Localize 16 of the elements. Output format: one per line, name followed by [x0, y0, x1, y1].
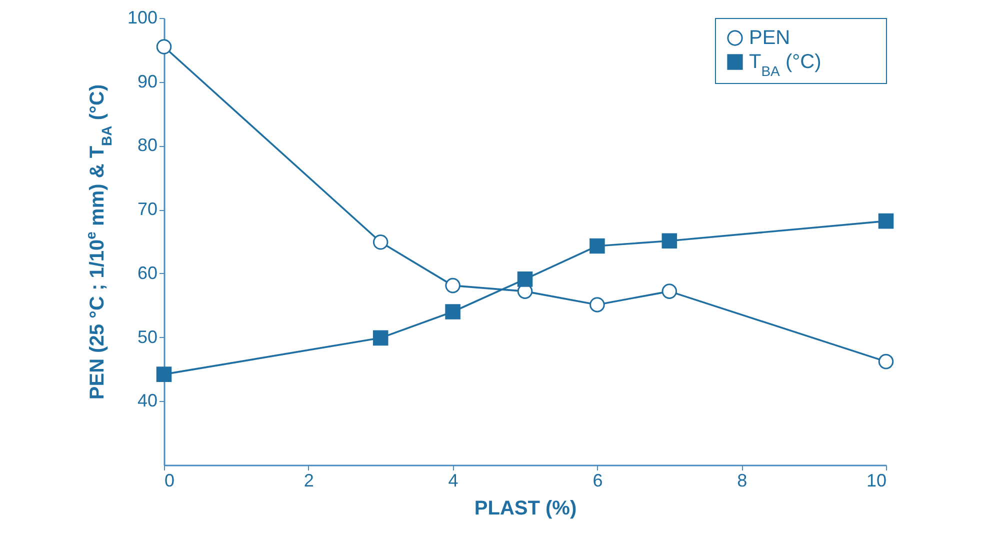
legend-label: T$_{BA}$ (°C) [749, 51, 822, 79]
legend-label: PEN [749, 27, 790, 49]
y-tick-label: 40 [137, 390, 158, 411]
y-tick-label: 80 [137, 135, 158, 156]
x-tick-label: 6 [592, 470, 603, 490]
x-tick-label: 2 [304, 470, 314, 490]
x-tick-label: 8 [737, 470, 748, 490]
y-tick-label: 60 [137, 262, 158, 283]
x-tick-label: 4 [448, 470, 458, 490]
x-axis-title: PLAST (%) [474, 498, 577, 520]
y-tick-label: 50 [137, 326, 158, 347]
x-tick-label: 0 [164, 470, 175, 490]
x-tick-label: 10 [866, 470, 886, 490]
y-tick-label: 70 [137, 199, 158, 220]
y-tick-label: 90 [137, 71, 158, 92]
y-tick-label: 100 [127, 8, 158, 28]
